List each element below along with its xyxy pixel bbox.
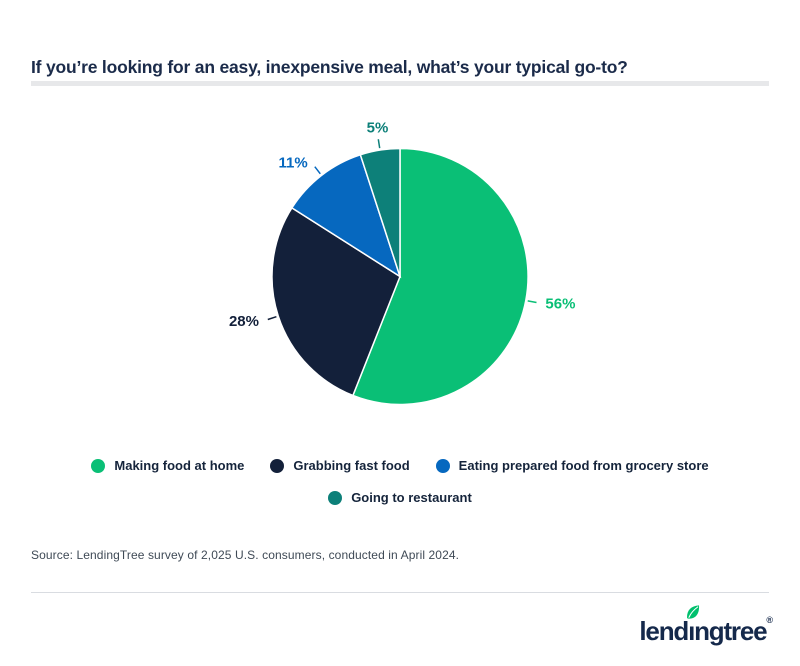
legend-label-3: Going to restaurant xyxy=(351,490,472,505)
pie-slice-0 xyxy=(351,147,529,406)
page-title: If you’re looking for an easy, inexpensi… xyxy=(31,56,628,77)
pie-label-leader-1 xyxy=(267,315,277,321)
legend-label-0: Making food at home xyxy=(114,458,245,473)
lendingtree-logo: lendı ngtree® xyxy=(639,605,773,646)
legend-item-2: Eating prepared food from grocery store xyxy=(435,458,709,473)
legend-dot-1 xyxy=(270,458,285,473)
pie-slice-3 xyxy=(359,147,401,277)
logo-text-pre: lend xyxy=(639,616,689,646)
footer-divider xyxy=(31,592,769,593)
legend-label-1: Grabbing fast food xyxy=(293,458,410,473)
registered-mark: ® xyxy=(766,615,773,625)
legend-item-0: Making food at home xyxy=(91,458,244,473)
legend-item-1: Grabbing fast food xyxy=(270,458,410,473)
legend-row-2: Going to restaurant xyxy=(328,490,472,505)
legend-row-1: Making food at home Grabbing fast food Eat… xyxy=(91,458,709,473)
legend-label-2: Eating prepared food from grocery store xyxy=(458,458,709,473)
pie-value-label-1: 28% xyxy=(229,313,259,330)
leaf-icon xyxy=(687,605,700,619)
pie-label-leader-0 xyxy=(527,300,537,304)
pie-value-label-2: 11% xyxy=(278,155,307,172)
legend-dot-3 xyxy=(328,490,343,505)
pie-chart-svg: 56% 28% 11% 5% xyxy=(229,119,575,406)
title-divider xyxy=(31,81,769,86)
pie-value-label-0: 56% xyxy=(545,296,575,313)
legend-item-3: Going to restaurant xyxy=(328,490,472,505)
logo-letter-i: ı xyxy=(687,605,700,644)
pie-value-label-3: 5% xyxy=(367,119,389,136)
pie-slice-1 xyxy=(271,206,401,397)
pie-label-leader-3 xyxy=(377,139,381,149)
chart-legend: Making food at home Grabbing fast food Eat… xyxy=(0,458,800,505)
source-note: Source: LendingTree survey of 2,025 U.S.… xyxy=(31,548,460,562)
logo-text-post: ngtree xyxy=(694,616,767,646)
legend-dot-2 xyxy=(435,458,450,473)
legend-dot-0 xyxy=(91,458,106,473)
pie-chart: 56% 28% 11% 5% xyxy=(0,108,800,430)
pie-label-leader-2 xyxy=(314,166,321,175)
pie-slice-2 xyxy=(290,153,402,279)
